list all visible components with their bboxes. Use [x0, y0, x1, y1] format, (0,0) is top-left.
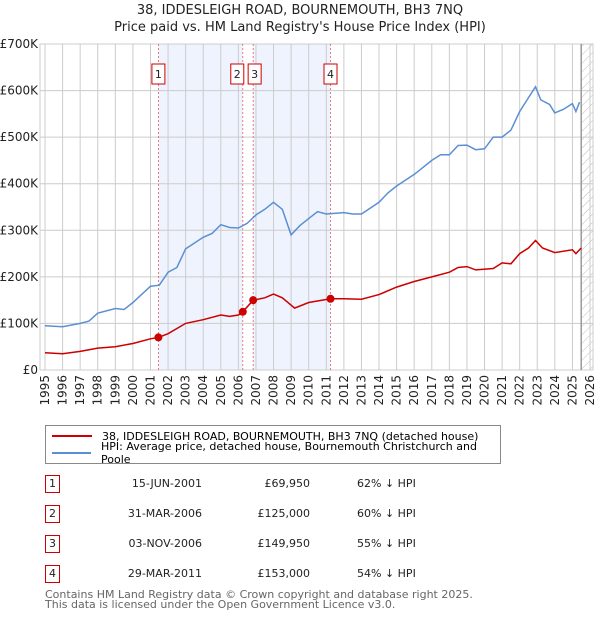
x-tick-label: 2006	[231, 375, 245, 406]
x-tick-label: 2008	[267, 375, 281, 406]
x-tick-label: 2024	[548, 375, 562, 406]
row-price: £153,000	[257, 567, 311, 580]
legend-swatch-blue	[52, 452, 92, 454]
legend-label-hpi: HPI: Average price, detached house, Bour…	[101, 440, 477, 466]
hpi-line	[44, 85, 581, 328]
x-tick-label: 2017	[425, 375, 439, 406]
sale-label: 1	[155, 68, 162, 81]
sale-label: 4	[327, 68, 334, 81]
x-tick-label: 2015	[390, 375, 404, 406]
y-tick-label: £100K	[0, 316, 39, 330]
legend: 38, IDDESLEIGH ROAD, BOURNEMOUTH, BH3 7N…	[45, 425, 501, 466]
legend-swatch-red	[52, 435, 92, 437]
sale-label-box	[230, 63, 245, 85]
sale-point	[249, 296, 258, 305]
sale-label-box	[151, 63, 166, 85]
x-tick-label: 2004	[196, 375, 210, 406]
x-tick-label: 2011	[319, 375, 333, 406]
x-tick-label: 1999	[108, 375, 122, 406]
x-tick-label: 2023	[530, 375, 544, 406]
row-hpi: 60% ↓ HPI	[357, 507, 416, 520]
row-date: 29-MAR-2011	[127, 567, 202, 580]
row-marker: 1	[45, 475, 60, 493]
row-marker: 4	[45, 565, 60, 583]
row-price: £125,000	[257, 507, 311, 520]
y-tick-label: £0	[23, 363, 38, 377]
x-tick-label: 2018	[442, 375, 456, 406]
x-tick-label: 2020	[478, 375, 492, 406]
x-tick-label: 2002	[161, 375, 175, 406]
x-tick-label: 2019	[460, 375, 474, 406]
x-tick-label: 2021	[495, 375, 509, 406]
x-tick-label: 2010	[302, 375, 316, 406]
y-tick-label: £500K	[0, 130, 39, 144]
price-chart: 1995 1996 1997 1998 1999 2000 2001 2002 2003 2004…	[0, 37, 597, 406]
footer: Contains HM Land Registry data © Crown c…	[45, 588, 473, 611]
sale-label-box	[323, 63, 338, 85]
row-price: £149,950	[257, 537, 311, 550]
sale-label: 2	[234, 68, 241, 81]
x-tick-label: 2016	[407, 375, 421, 406]
x-tick-label: 2013	[354, 375, 368, 406]
legend-item-hpi: HPI: Average price, detached house, Bour…	[52, 440, 500, 466]
x-tick-label: 2005	[214, 375, 228, 406]
sale-point	[326, 294, 335, 303]
y-tick-label: £300K	[0, 223, 39, 237]
footer-line-1: Contains HM Land Registry data © Crown c…	[45, 588, 473, 601]
ownership-shade	[253, 44, 331, 370]
ownership-shade	[158, 44, 243, 370]
row-marker: 2	[45, 505, 60, 523]
sale-point	[154, 333, 163, 342]
x-tick-label: 2022	[513, 375, 527, 406]
y-tick-label: £400K	[0, 177, 39, 191]
row-marker: 3	[45, 535, 60, 553]
legend-label-property: 38, IDDESLEIGH ROAD, BOURNEMOUTH, BH3 7N…	[102, 429, 479, 443]
plot-border	[39, 43, 594, 371]
row-hpi: 62% ↓ HPI	[357, 477, 416, 490]
chart-title: 38, IDDESLEIGH ROAD, BOURNEMOUTH, BH3 7N…	[136, 3, 464, 18]
row-hpi: 54% ↓ HPI	[357, 567, 416, 580]
x-tick-label: 2009	[284, 375, 298, 406]
legend-item-property: 38, IDDESLEIGH ROAD, BOURNEMOUTH, BH3 7N…	[52, 428, 478, 444]
x-tick-label: 2014	[372, 375, 386, 406]
row-date: 31-MAR-2006	[127, 507, 202, 520]
chart-subtitle: Price paid vs. HM Land Registry's House …	[114, 20, 486, 35]
projection-hatch	[581, 44, 593, 370]
x-tick-label: 2026	[583, 375, 597, 406]
row-date: 03-NOV-2006	[128, 537, 202, 550]
x-tick-label: 2000	[126, 375, 140, 406]
footer-line-2: This data is licensed under the Open Gov…	[45, 598, 396, 611]
x-tick-label: 2001	[143, 375, 157, 406]
x-tick-label: 2025	[565, 375, 579, 406]
row-price: £69,950	[264, 477, 311, 490]
x-tick-label: 2003	[179, 375, 193, 406]
x-tick-label: 1998	[91, 375, 105, 406]
sale-point	[238, 307, 247, 316]
x-tick-label: 1996	[56, 375, 70, 406]
x-tick-label: 1997	[73, 375, 87, 406]
x-tick-label: 2007	[249, 375, 263, 406]
y-tick-label: £700K	[0, 37, 39, 51]
row-hpi: 55% ↓ HPI	[357, 537, 416, 550]
sale-label-box	[247, 63, 262, 85]
sale-label: 3	[251, 68, 258, 81]
row-date: 15-JUN-2001	[131, 477, 202, 490]
x-tick-label: 1995	[38, 375, 52, 406]
y-tick-label: £200K	[0, 270, 39, 284]
x-tick-label: 2012	[337, 375, 351, 406]
y-tick-label: £600K	[0, 84, 39, 98]
